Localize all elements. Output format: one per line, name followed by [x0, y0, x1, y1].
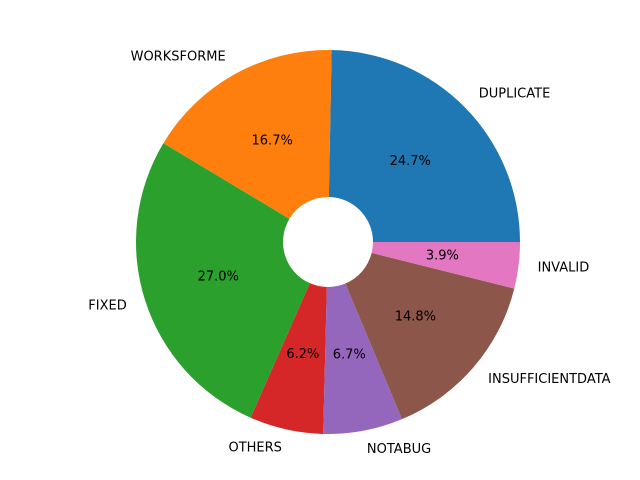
slices-group	[136, 50, 520, 434]
percent-label-invalid: 3.9%	[426, 249, 459, 264]
pie-slice-duplicate	[328, 50, 520, 243]
percent-label-fixed: 27.0%	[198, 269, 239, 284]
category-label-worksforme: WORKSFORME	[131, 50, 226, 65]
category-label-fixed: FIXED	[88, 299, 126, 314]
percent-label-notabug: 6.7%	[333, 348, 366, 363]
pie-slice-insufficientdata	[345, 252, 515, 420]
pie-slice-notabug	[323, 283, 403, 434]
percent-label-duplicate: 24.7%	[390, 154, 431, 169]
category-label-notabug: NOTABUG	[367, 442, 431, 457]
category-label-invalid: INVALID	[538, 260, 590, 275]
pie-slice-others	[250, 283, 327, 434]
pie-slice-invalid	[371, 242, 520, 289]
percent-label-worksforme: 16.7%	[252, 134, 293, 149]
pie-slice-worksforme	[163, 50, 332, 219]
category-label-duplicate: DUPLICATE	[479, 87, 551, 102]
pie-slice-fixed	[136, 143, 310, 418]
labels-group: 24.7% DUPLICATE 16.7% WORKSFORME 27.0% FIXED 6…	[88, 50, 610, 457]
category-label-others: OTHERS	[228, 441, 281, 456]
percent-label-insufficientdata: 14.8%	[395, 310, 436, 325]
percent-label-others: 6.2%	[286, 347, 319, 362]
category-label-insufficientdata: INSUFFICIENTDATA	[488, 372, 611, 387]
